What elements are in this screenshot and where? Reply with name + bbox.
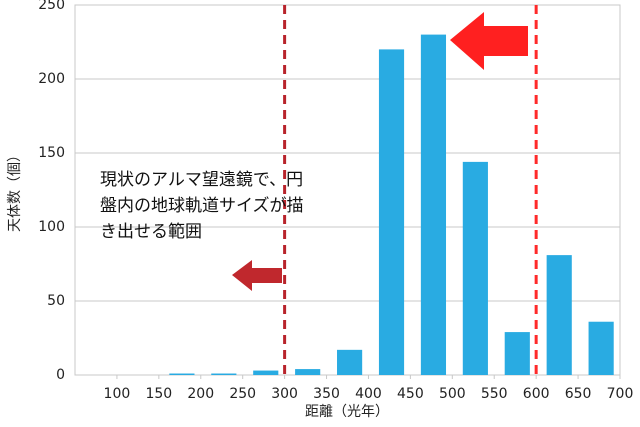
annotation-line: き出せる範囲 [100,222,202,242]
bar [420,34,447,375]
y-tick-label: 150 [38,145,65,161]
x-tick-label: 500 [439,386,466,402]
bar [295,369,321,375]
bar [462,161,488,375]
x-axis-label: 距離（光年） [305,403,389,420]
y-tick-label: 100 [38,219,65,235]
x-tick-label: 650 [565,386,592,402]
left-arrow [232,260,282,291]
x-tick-label: 450 [397,386,424,402]
bar [588,321,614,375]
grid: 0 50 100 150 200 250 100 150 200 250 300 350 400 450 5… [38,0,633,402]
y-tick-label: 50 [47,293,65,309]
bar [253,370,279,375]
x-tick-label: 700 [607,386,634,402]
x-tick-label: 550 [481,386,508,402]
y-tick-label: 250 [38,0,65,13]
x-tick-label: 350 [313,386,340,402]
bar [169,373,195,375]
bars [169,34,614,376]
x-tick-label: 100 [104,386,131,402]
bar [546,255,572,375]
plot-frame [74,4,621,376]
annotation-line: 盤内の地球軌道サイズが描 [100,196,304,216]
x-tick-label: 250 [229,386,256,402]
x-tick-label: 400 [355,386,382,402]
y-tick-label: 0 [56,367,65,383]
x-tick-label: 600 [523,386,550,402]
x-tick-label: 200 [187,386,214,402]
bar [378,49,405,376]
bar [504,332,530,375]
peak-arrow [450,12,528,70]
annotation-line: 現状のアルマ望遠鏡で、円 [100,170,303,190]
x-tick-label: 300 [271,386,298,402]
bar [337,349,363,375]
y-axis-label: 天体数（個） [7,148,23,232]
y-tick-label: 200 [38,71,65,87]
bar [211,373,237,375]
x-tick-label: 150 [145,386,172,402]
